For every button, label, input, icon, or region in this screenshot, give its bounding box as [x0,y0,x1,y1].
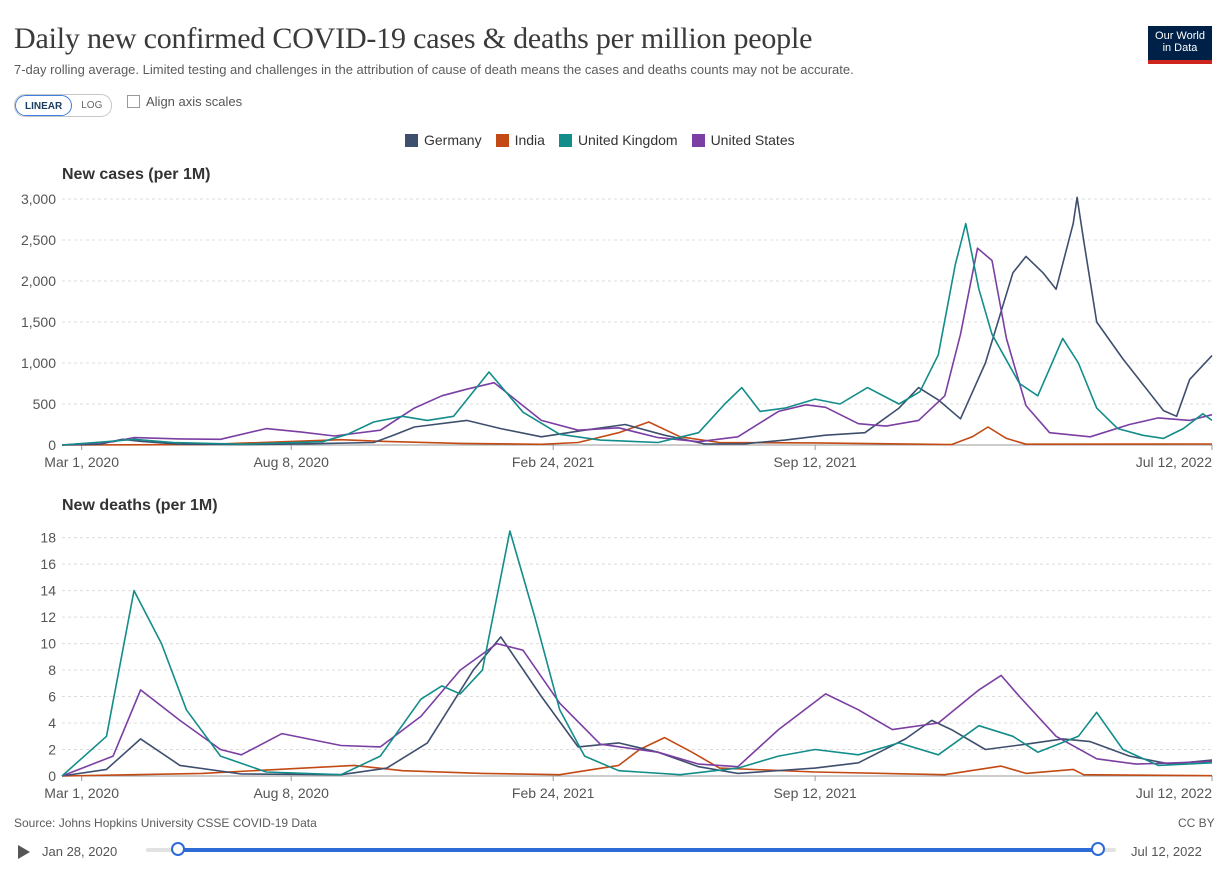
cases-y-tick-label: 1,500 [21,314,56,330]
cases-y-tick-label: 3,000 [21,191,56,207]
source-note: Source: Johns Hopkins University CSSE CO… [14,816,317,830]
cases-series-line-united-kingdom [61,222,1213,446]
deaths-y-tick-label: 2 [48,742,56,758]
legend-label-united-kingdom: United Kingdom [577,132,678,148]
license-note[interactable]: CC BY [1178,816,1215,830]
cases-x-tick-label: Aug 8, 2020 [253,454,329,470]
deaths-y-tick-label: 18 [40,530,56,546]
deaths-y-tick-label: 14 [40,583,56,599]
cases-series-line-india [61,421,1213,446]
cases-y-tick-label: 2,000 [21,273,56,289]
align-axis-scales-control[interactable]: Align axis scales [127,94,242,109]
legend-label-india: India [514,132,545,148]
deaths-y-tick-label: 10 [40,636,56,652]
deaths-y-tick-label: 16 [40,556,56,572]
deaths-y-tick-label: 4 [48,715,56,731]
chart-subtitle: 7-day rolling average. Limited testing a… [14,62,854,77]
legend-swatch-germany [405,133,418,147]
cases-x-tick-label: Sep 12, 2021 [773,454,857,470]
deaths-y-tick-label: 6 [48,689,56,705]
timeline-start-handle[interactable] [171,842,185,856]
deaths-y-tick-label: 8 [48,662,56,678]
cases-y-tick-label: 0 [48,437,56,453]
deaths-panel-title: New deaths (per 1M) [62,497,218,514]
timeline-end-label: Jul 12, 2022 [1131,844,1202,859]
align-axis-label: Align axis scales [146,94,243,109]
deaths-x-tick-label: Aug 8, 2020 [253,785,329,801]
legend-swatch-united-states [691,133,705,147]
align-axis-checkbox[interactable] [127,95,140,108]
logo-line-2: in Data [1162,42,1198,54]
legend-item-germany[interactable]: Germany [405,132,482,148]
timeline-range-fill [178,848,1098,852]
chart-title: Daily new confirmed COVID-19 cases & dea… [14,22,813,55]
timeline-track[interactable] [146,848,1116,852]
log-scale-button[interactable]: LOG [81,100,103,111]
legend-item-india[interactable]: India [495,132,545,148]
deaths-series-line-india [61,736,1213,777]
legend-item-united-states[interactable]: United States [691,132,795,148]
deaths-x-tick-label: Feb 24, 2021 [512,785,595,801]
linear-scale-button[interactable]: LINEAR [15,95,73,116]
timeline-start-label: Jan 28, 2020 [42,844,118,859]
legend-item-united-kingdom[interactable]: United Kingdom [558,132,678,148]
cases-y-tick-label: 2,500 [21,232,56,248]
timeline-end-handle[interactable] [1091,842,1105,856]
cases-y-tick-label: 1,000 [21,355,56,371]
deaths-series-line-germany [61,636,1213,777]
our-world-in-data-logo[interactable]: Our World in Data [1148,26,1212,64]
deaths-series-line-united-states [61,642,1213,777]
scale-toggle: LINEAR LOG [14,94,113,117]
cases-panel-title: New cases (per 1M) [62,166,211,183]
legend-label-germany: Germany [424,132,482,148]
cases-x-tick-label: Mar 1, 2020 [44,454,119,470]
legend-swatch-united-kingdom [558,133,572,147]
chart-legend: Germany India United Kingdom United Stat… [405,132,809,148]
deaths-series-line-united-kingdom [61,530,1213,777]
cases-series-line-germany [61,196,1213,446]
cases-x-tick-label: Feb 24, 2021 [512,454,595,470]
deaths-x-tick-label: Jul 12, 2022 [1136,785,1212,801]
deaths-x-tick-label: Mar 1, 2020 [44,785,119,801]
cases-x-tick-label: Jul 12, 2022 [1136,454,1212,470]
legend-swatch-india [495,133,509,147]
cases-y-tick-label: 500 [33,396,57,412]
timeline-control: Jan 28, 2020 Jul 12, 2022 [0,836,1232,866]
play-icon[interactable] [18,845,30,859]
legend-label-united-states: United States [710,132,795,148]
logo-line-1: Our World [1155,30,1205,42]
deaths-y-tick-label: 12 [40,609,56,625]
deaths-x-tick-label: Sep 12, 2021 [773,785,857,801]
deaths-y-tick-label: 0 [48,768,56,784]
cases-series-line-united-states [61,247,1213,446]
